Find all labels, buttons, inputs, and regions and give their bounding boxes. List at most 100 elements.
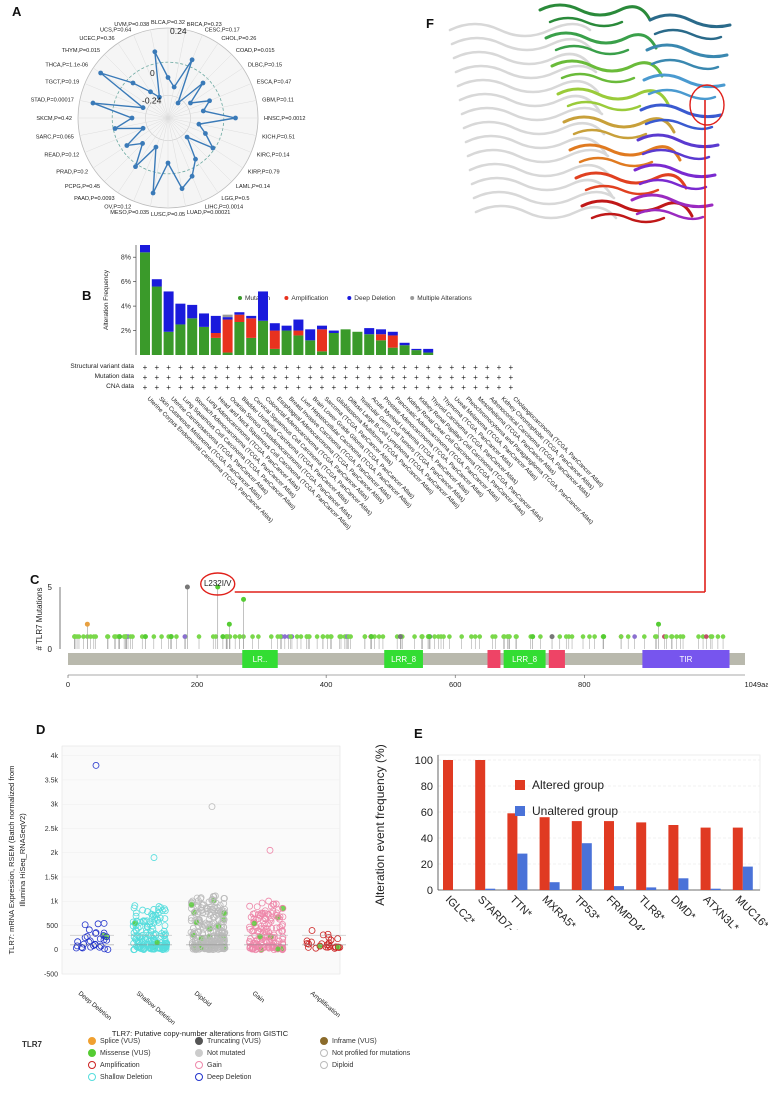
legend-item: Gain: [195, 1061, 222, 1069]
ribbon: [641, 148, 711, 161]
expression-point: [90, 942, 97, 949]
expression-point: [316, 942, 324, 950]
legend-item: Diploid: [320, 1061, 353, 1069]
expression-point: [265, 928, 272, 936]
data-availability-mark: +: [213, 383, 218, 392]
bar: [700, 827, 711, 890]
bar-segment: [387, 335, 398, 348]
axis-y-label: # TLR7 Mutations: [35, 588, 44, 651]
data-availability-mark: +: [438, 373, 443, 382]
data-availability-mark: +: [178, 383, 183, 392]
data-availability-mark: +: [461, 373, 466, 382]
expression-point: [163, 940, 170, 948]
bar-segment: [317, 351, 327, 355]
bar-segment: [423, 352, 434, 355]
data-availability-mark: +: [355, 373, 360, 382]
legend-label: Deep Deletion: [207, 1073, 252, 1081]
lollipop-head: [674, 634, 679, 639]
radar-cancer-label: STAD,P=0.00017: [31, 97, 74, 103]
expression-point: [263, 925, 271, 933]
legend-swatch: [515, 780, 525, 790]
lollipop-head: [84, 621, 90, 627]
bar: [668, 825, 679, 890]
radar-point: [133, 164, 138, 170]
lollipop-head: [307, 634, 312, 639]
protein-domain: [503, 650, 546, 668]
y-tick-label: 80: [421, 781, 433, 793]
plot-area: [437, 754, 761, 891]
expression-point: [327, 936, 335, 944]
bar: [517, 853, 528, 890]
axis-y-label: Illumina HiSeq_RNASeqV2): [18, 813, 27, 907]
expression-point: [132, 912, 140, 920]
data-availability-mark: +: [343, 373, 348, 382]
expression-point: [81, 921, 89, 929]
radar-spoke: [167, 34, 203, 119]
data-availability-mark: +: [154, 363, 159, 372]
data-availability-mark: +: [143, 383, 148, 392]
legend-swatch: [88, 1049, 96, 1057]
data-availability-mark: +: [308, 373, 313, 382]
legend-swatch: [347, 296, 352, 300]
data-availability-mark: +: [154, 383, 159, 392]
expression-point: [208, 936, 215, 944]
protein-domain: [384, 650, 423, 668]
y-tick-label: 40: [421, 833, 433, 845]
data-availability-mark: +: [414, 363, 419, 372]
expression-point: [154, 916, 162, 924]
data-availability-mark: +: [355, 383, 360, 392]
legend-label: Deep Deletion: [354, 295, 396, 302]
data-availability-mark: +: [249, 383, 254, 392]
expression-scatter-chart: -500 0 500 1k 1.5k 2k 2.5k 3k 3.5k 4k TLR7: mRNA E…: [7, 745, 346, 1038]
expression-point: [304, 944, 312, 951]
data-availability-mark: +: [225, 363, 230, 372]
x-tick-label: 600: [449, 680, 462, 689]
ribbon: [578, 156, 654, 168]
bar-segment: [269, 348, 280, 355]
data-availability-mark: +: [331, 373, 336, 382]
legend-label: Diploid: [332, 1061, 354, 1069]
expression-point: [148, 945, 156, 953]
legend-label: Splice (VUS): [100, 1037, 141, 1045]
lollipop-head: [174, 634, 179, 639]
lollipop-head: [700, 634, 706, 639]
data-availability-mark: +: [143, 363, 148, 372]
bar: [678, 878, 689, 890]
data-availability-mark: +: [485, 363, 490, 372]
bar-segment: [222, 314, 233, 318]
bar-segment: [399, 345, 410, 355]
data-availability-mark: +: [402, 373, 407, 382]
data-availability-mark: +: [449, 383, 454, 392]
expression-point: [279, 935, 287, 943]
radar-cancer-label: TGCT,P=0.19: [45, 79, 79, 85]
radar-cancer-label: CESC,P=0.17: [205, 27, 240, 33]
lollipop-head: [362, 634, 368, 639]
expression-point: [266, 846, 274, 854]
radar-spoke: [167, 117, 186, 207]
expression-point: [219, 928, 226, 936]
data-availability-mark: +: [308, 363, 313, 372]
expression-point: [270, 900, 278, 908]
radar-point: [140, 125, 146, 131]
radar-point: [98, 70, 104, 76]
lollipop-head: [469, 634, 474, 639]
radar-point: [129, 115, 135, 121]
data-availability-mark: +: [178, 373, 183, 382]
lollipop-head: [93, 634, 99, 639]
radar-point: [193, 156, 198, 162]
lollipop-head: [338, 634, 344, 639]
expression-point: [161, 907, 169, 915]
lollipop-head: [696, 634, 701, 639]
lollipop-head: [680, 634, 686, 639]
bar-segment: [246, 337, 257, 355]
bar: [732, 827, 743, 890]
radar-ring-label: -0.24: [142, 96, 162, 106]
bar: [604, 821, 614, 890]
radar-point: [112, 126, 118, 131]
data-availability-mark: +: [190, 363, 195, 372]
y-tick-label: 4k: [51, 753, 59, 760]
expression-point: [149, 925, 157, 933]
lollipop-head: [708, 634, 714, 639]
lollipop-head: [237, 634, 242, 639]
expression-point: [217, 908, 224, 916]
